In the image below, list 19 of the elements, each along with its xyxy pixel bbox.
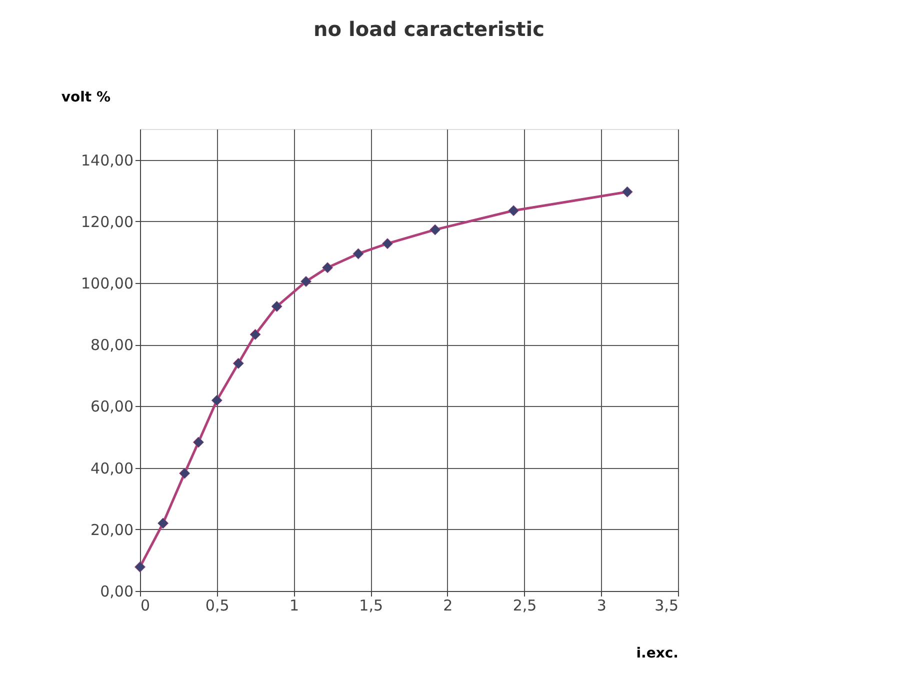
y-tick-label: 120,00 xyxy=(81,212,134,231)
x-tick-label: 1,5 xyxy=(359,596,383,614)
y-tick-label: 80,00 xyxy=(90,336,134,354)
x-tick-label: 3 xyxy=(596,596,606,614)
x-tick-label: 0 xyxy=(140,596,150,614)
x-tick-label: 3,5 xyxy=(654,596,678,614)
y-tick-label: 60,00 xyxy=(90,398,134,416)
y-axis-title: volt % xyxy=(61,90,110,106)
x-tick-label: 0,5 xyxy=(205,596,230,614)
y-tick-label: 20,00 xyxy=(90,520,134,539)
x-tick-label: 2,5 xyxy=(512,596,537,614)
y-tick-label: 140,00 xyxy=(81,151,134,170)
x-tick-label: 1 xyxy=(289,596,299,614)
y-tick-label: 0,00 xyxy=(100,582,134,600)
chart-title: no load caracteristic xyxy=(314,17,544,41)
y-tick-label: 100,00 xyxy=(81,274,134,292)
x-axis-title: i.exc. xyxy=(636,646,678,662)
y-tick-label: 40,00 xyxy=(90,459,134,478)
x-tick-label: 2 xyxy=(443,596,453,614)
